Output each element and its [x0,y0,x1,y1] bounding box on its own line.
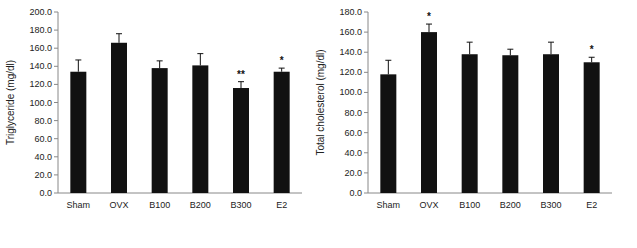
error-bar [238,82,244,88]
bar [274,72,290,193]
y-tick-label: 140.0 [29,61,52,71]
y-tick [54,138,58,139]
chart: 0.0 20.0 40.0 60.0 80.0 100.0 120.0 140.0 160.0 1… [5,7,302,210]
bar [70,72,86,193]
error-bar [75,60,81,72]
y-tick [54,120,58,121]
y-tick-label: 60.0 [34,134,52,144]
y-tick-label: 80.0 [34,116,52,126]
bar [421,32,437,193]
bar [233,88,249,193]
error-bar [426,24,432,32]
bar [111,43,127,193]
y-tick-label: 160.0 [29,43,52,53]
x-tick-label: Sham [67,200,91,210]
x-tick-label: B300 [540,200,561,210]
y-tick [54,174,58,175]
y-tick-label: 100.0 [29,98,52,108]
x-tick-label: B200 [190,200,211,210]
y-tick-label: 140.0 [339,47,362,57]
y-tick-label: 180.0 [339,7,362,17]
bar [584,62,600,193]
significance-mark: * [590,44,594,55]
bar [543,54,559,193]
x-tick-label: B300 [230,200,251,210]
chart: 0.0 20.0 40.0 60.0 80.0 100.0 120.0 140.0 160.0 1… [315,7,612,210]
y-tick [364,193,368,194]
y-tick [364,132,368,133]
bar [380,74,396,193]
error-bar [385,60,391,74]
bar [192,65,208,193]
y-tick [364,152,368,153]
y-tick-label: 40.0 [34,152,52,162]
y-tick [364,52,368,53]
y-tick [364,32,368,33]
y-tick [364,92,368,93]
x-tick-label: E2 [586,200,597,210]
y-tick [364,72,368,73]
y-tick-label: 100.0 [339,87,362,97]
y-tick-label: 60.0 [344,128,362,138]
y-tick [364,172,368,173]
y-tick-label: 20.0 [344,168,362,178]
error-bar [589,57,595,62]
y-tick-label: 0.0 [39,188,52,198]
bar [152,68,168,193]
error-bar [467,42,473,54]
y-tick [364,112,368,113]
y-tick-label: 200.0 [29,7,52,17]
y-tick-label: 80.0 [344,108,362,118]
bars [70,34,289,193]
x-tick-label: OVX [419,200,438,210]
significance-mark: ** [237,69,245,80]
y-tick [54,84,58,85]
y-tick [54,12,58,13]
error-bar [116,34,122,43]
significance-mark: * [427,11,431,22]
y-tick [54,48,58,49]
y-tick [54,156,58,157]
y-tick [364,12,368,13]
y-tick-label: 0.0 [349,188,362,198]
error-bar [157,61,163,68]
x-axis [368,193,612,194]
error-bar [197,54,203,66]
y-tick-label: 40.0 [344,148,362,158]
x-tick-label: Sham [377,200,401,210]
x-tick-label: B100 [149,200,170,210]
y-axis-label: Triglyceride (mg/dl) [5,60,16,145]
y-tick [54,66,58,67]
x-tick-label: B100 [459,200,480,210]
bars [380,24,599,193]
x-axis [58,193,302,194]
figure: 0.0 20.0 40.0 60.0 80.0 100.0 120.0 140.0 160.0 1… [0,0,637,248]
error-bar [548,42,554,54]
y-tick-label: 20.0 [34,170,52,180]
x-tick-label: E2 [276,200,287,210]
y-tick-label: 120.0 [339,67,362,77]
y-axis [368,12,369,193]
x-tick-label: OVX [109,200,128,210]
bar [462,54,478,193]
significance-mark: * [280,55,284,66]
error-bar [279,68,285,72]
y-tick [54,193,58,194]
y-tick-label: 120.0 [29,79,52,89]
y-tick [54,30,58,31]
y-axis-label: Total cholesterol (mg/dl) [315,49,326,155]
y-tick-label: 160.0 [339,27,362,37]
y-tick [54,102,58,103]
x-tick-label: B200 [500,200,521,210]
error-bar [507,49,513,55]
y-tick-label: 180.0 [29,25,52,35]
bar [502,55,518,193]
